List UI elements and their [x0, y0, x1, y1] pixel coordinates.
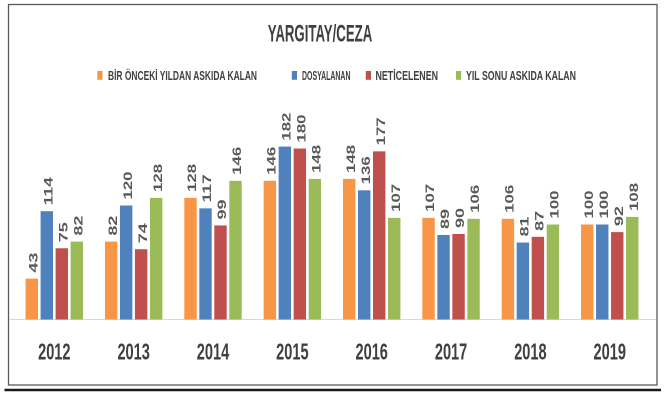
svg-text:117: 117 [200, 174, 214, 202]
svg-text:100: 100 [597, 190, 611, 218]
svg-text:128: 128 [185, 164, 199, 192]
svg-text:2014: 2014 [197, 339, 229, 365]
svg-text:136: 136 [359, 156, 373, 184]
svg-text:2012: 2012 [38, 339, 70, 365]
svg-text:2013: 2013 [117, 339, 149, 365]
svg-text:100: 100 [548, 190, 562, 218]
svg-text:81: 81 [518, 216, 532, 236]
svg-text:89: 89 [438, 209, 452, 229]
svg-text:107: 107 [423, 184, 437, 212]
svg-text:108: 108 [627, 183, 641, 211]
svg-text:120: 120 [121, 171, 135, 199]
svg-text:2016: 2016 [356, 339, 388, 365]
svg-text:75: 75 [56, 222, 70, 242]
svg-text:114: 114 [41, 177, 55, 205]
svg-text:2017: 2017 [435, 339, 467, 365]
svg-text:106: 106 [468, 185, 482, 213]
svg-text:87: 87 [533, 211, 547, 231]
svg-text:106: 106 [503, 185, 517, 213]
svg-text:180: 180 [294, 114, 308, 142]
svg-text:YARGITAY/CEZA: YARGITAY/CEZA [268, 21, 373, 48]
svg-text:148: 148 [344, 145, 358, 173]
svg-text:146: 146 [264, 147, 278, 175]
svg-text:74: 74 [136, 223, 150, 243]
svg-text:YIL SONU ASKIDA KALAN: YIL SONU ASKIDA KALAN [466, 68, 576, 83]
svg-text:182: 182 [279, 112, 293, 140]
svg-text:177: 177 [374, 117, 388, 145]
svg-text:2018: 2018 [514, 339, 546, 365]
svg-text:90: 90 [453, 208, 467, 228]
svg-text:43: 43 [26, 253, 40, 273]
svg-text:107: 107 [389, 184, 403, 212]
svg-text:148: 148 [309, 145, 323, 173]
svg-text:2019: 2019 [594, 339, 626, 365]
svg-text:82: 82 [106, 215, 120, 235]
svg-text:100: 100 [582, 190, 596, 218]
svg-text:82: 82 [71, 215, 85, 235]
svg-text:DOSYALANAN: DOSYALANAN [302, 68, 351, 83]
svg-text:99: 99 [215, 199, 229, 219]
svg-text:128: 128 [151, 164, 165, 192]
svg-text:2015: 2015 [276, 339, 308, 365]
svg-text:BİR ÖNCEKİ YILDAN ASKIDA KALAN: BİR ÖNCEKİ YILDAN ASKIDA KALAN [108, 68, 257, 83]
svg-text:146: 146 [230, 147, 244, 175]
svg-text:92: 92 [612, 206, 626, 226]
svg-text:NETİCELENEN: NETİCELENEN [376, 68, 439, 83]
